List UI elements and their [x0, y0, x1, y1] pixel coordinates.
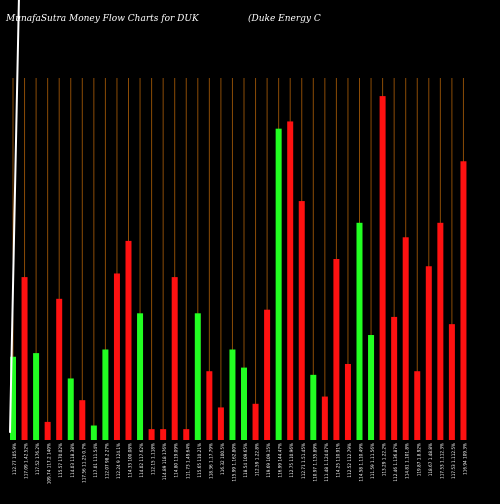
- volume-bar: [229, 349, 236, 440]
- volume-bar: [298, 201, 305, 440]
- x-tick-label: 112.15 1.118%: [151, 443, 156, 475]
- volume-bar: [414, 371, 421, 440]
- x-tick-label: 114.58 1.110.49%: [359, 443, 364, 482]
- volume-bar: [67, 378, 74, 440]
- x-tick-label: 114.02 117.62%: [139, 443, 144, 478]
- volume-bar: [356, 222, 363, 440]
- x-tick-label: 116.99 144.47%: [278, 443, 283, 478]
- volume-bar: [206, 371, 213, 440]
- x-tick-label: 116.32 100.5%: [220, 443, 225, 475]
- volume-bar: [113, 273, 120, 440]
- x-tick-label: 114.25 110.91%: [335, 443, 340, 478]
- volume-bar: [160, 429, 167, 440]
- x-tick-label: 118.54 109.65%: [243, 443, 248, 478]
- x-tick-label: 119.69 109.15%: [266, 443, 271, 478]
- x-tick-label: 114.89 118 176%: [162, 443, 167, 480]
- volume-bar: [437, 222, 444, 440]
- x-tick-label: 112.59 1.22.8%: [255, 443, 260, 476]
- chart-title: MunafaSutra Money Flow Charts for DUK: [6, 14, 199, 24]
- x-tick-label: 115.57 170.02%: [58, 443, 63, 478]
- volume-bar: [368, 335, 375, 440]
- volume-bar: [448, 324, 455, 440]
- x-tick-label: 117.01 111.54%: [93, 443, 98, 478]
- x-tick-label: 117.09 1.42.52%: [24, 443, 29, 479]
- volume-bar: [287, 121, 294, 440]
- volume-bar: [183, 429, 190, 440]
- x-tick-label: 115.99 1.162.80%: [231, 443, 236, 482]
- x-tick-label: 112.71 1.51.45%: [301, 443, 306, 479]
- x-tick-label: 118.36 1.17.79%: [208, 443, 213, 479]
- volume-bar: [148, 429, 155, 440]
- volume-bar: [217, 407, 224, 440]
- volume-bar: [344, 363, 351, 440]
- volume-bar: [125, 240, 132, 440]
- x-tick-label: 114.33 100.08%: [128, 443, 133, 478]
- x-tick-label: 114.80 119.09%: [174, 443, 179, 478]
- x-tick-label: 112.07 98.2 27%: [104, 443, 109, 479]
- x-tick-label: 113.29 1.22.2%: [382, 443, 387, 476]
- volume-bar: [264, 309, 271, 440]
- volume-bar: [333, 259, 340, 440]
- x-tick-label: 112.46 1.136.87%: [393, 443, 398, 482]
- x-tick-label: 117.52 176.2%: [35, 443, 40, 475]
- x-tick-label: 114.81 1.101.8%: [405, 443, 410, 479]
- x-tick-label: 117.53 1.112.3%: [439, 443, 444, 479]
- x-tick-label: 116.94 109.3%: [462, 443, 467, 475]
- volume-bar: [33, 353, 40, 440]
- x-tick-label: 111.48 1.124.07%: [324, 443, 329, 482]
- volume-bar: [310, 374, 317, 440]
- volume-bar: [194, 313, 201, 440]
- volume-bar: [379, 96, 386, 440]
- volume-bar: [171, 277, 178, 440]
- x-tick-label: 112.75 110.96%: [289, 443, 294, 478]
- volume-bar: [90, 425, 97, 440]
- x-tick-label: 112.77 105.9%: [12, 443, 17, 475]
- x-tick-label: 112.24 9 124.1%: [116, 443, 121, 479]
- x-tick-label: 117.53 1.112.5%: [451, 443, 456, 479]
- x-tick-label: 111.59 1.11.56%: [370, 443, 375, 479]
- volume-bar: [137, 313, 144, 440]
- x-tick-label: 112.52 112.79%: [347, 443, 352, 478]
- x-tick-label: 109.74 117.2 140%: [47, 443, 52, 484]
- volume-bar: [241, 367, 247, 440]
- company-name: (Duke Energy C: [248, 14, 321, 24]
- x-tick-label: 114.03 118.38%: [70, 443, 75, 478]
- volume-bar: [79, 400, 86, 440]
- volume-bar: [402, 237, 409, 440]
- x-tick-label: 118.67 1.48.8%: [428, 443, 433, 476]
- volume-bar: [10, 356, 16, 440]
- volume-bar: [21, 277, 28, 440]
- x-tick-label: 119.87 1.8.92%: [416, 443, 421, 476]
- x-tick-label: 111.73 1.49.64%: [185, 443, 190, 479]
- volume-bar: [56, 298, 63, 440]
- volume-bar: [102, 349, 109, 440]
- x-tick-label: 117.56 11.25 0.7%: [81, 443, 86, 483]
- x-tick-label: 110.97 1.135.89%: [312, 443, 317, 482]
- volume-bar: [252, 403, 259, 440]
- volume-bar: [44, 421, 51, 440]
- x-tick-label: 115.65 110.21%: [197, 443, 202, 478]
- volume-bar: [275, 128, 282, 440]
- volume-bar: [425, 266, 432, 440]
- volume-bar: [321, 396, 328, 440]
- volume-bar: [391, 316, 398, 440]
- volume-bar: [460, 161, 467, 440]
